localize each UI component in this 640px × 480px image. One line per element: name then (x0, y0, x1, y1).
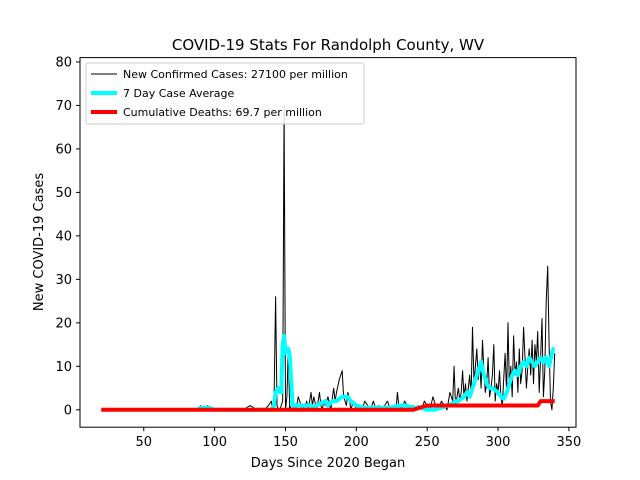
y-tick-label: 50 (55, 186, 72, 201)
x-axis-title: Days Since 2020 Began (251, 456, 406, 471)
x-tick-label: 50 (135, 435, 152, 450)
legend: New Confirmed Cases: 27100 per million 7… (85, 62, 365, 125)
legend-label-cumulative-deaths: Cumulative Deaths: 69.7 per million (123, 106, 322, 119)
y-axis-ticks: 0 10 20 30 40 50 60 70 80 (55, 55, 80, 418)
y-tick-label: 70 (55, 99, 72, 114)
series-line-1 (196, 333, 556, 412)
y-tick-label: 20 (55, 316, 72, 331)
x-tick-label: 300 (486, 435, 511, 450)
y-tick-label: 40 (55, 229, 72, 244)
x-tick-label: 200 (344, 435, 369, 450)
x-tick-label: 250 (415, 435, 440, 450)
y-tick-label: 60 (55, 142, 72, 157)
x-axis-ticks: 50 100 150 200 250 300 350 (135, 427, 581, 450)
x-tick-label: 350 (557, 435, 582, 450)
x-tick-label: 100 (202, 435, 227, 450)
plot-area (101, 104, 556, 412)
y-axis-title: New COVID-19 Cases (32, 173, 47, 311)
series-line-2 (101, 399, 555, 412)
y-tick-label: 80 (55, 55, 72, 70)
y-tick-label: 30 (55, 273, 72, 288)
y-tick-label: 10 (55, 360, 72, 375)
axes-frame (79, 57, 577, 428)
legend-box (85, 62, 365, 125)
x-tick-label: 150 (273, 435, 298, 450)
y-tick-label: 0 (64, 403, 72, 418)
chart-title: COVID-19 Stats For Randolph County, WV (172, 36, 485, 54)
legend-label-7-day-average: 7 Day Case Average (123, 87, 235, 100)
legend-label-new-cases: New Confirmed Cases: 27100 per million (123, 68, 348, 81)
